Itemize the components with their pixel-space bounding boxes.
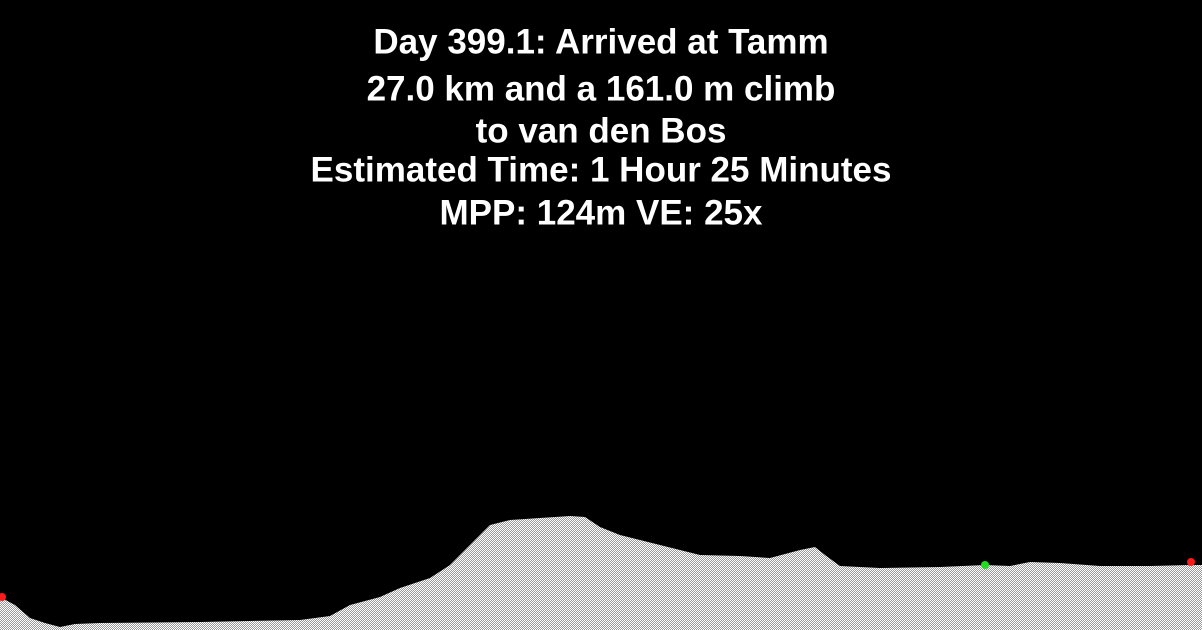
destination-line: to van den Bos <box>476 111 727 150</box>
status-line: Day 399.1: Arrived at Tamm <box>373 22 828 61</box>
start-marker <box>0 593 6 601</box>
scale-line: MPP: 124m VE: 25x <box>440 193 763 232</box>
elevation-profile <box>0 516 1202 630</box>
end-marker <box>1187 558 1195 566</box>
header: Day 399.1: Arrived at Tamm 27.0 km and a… <box>311 22 892 232</box>
position-marker <box>981 561 989 569</box>
time-line: Estimated Time: 1 Hour 25 Minutes <box>311 150 892 189</box>
distance-line: 27.0 km and a 161.0 m climb <box>367 69 836 108</box>
